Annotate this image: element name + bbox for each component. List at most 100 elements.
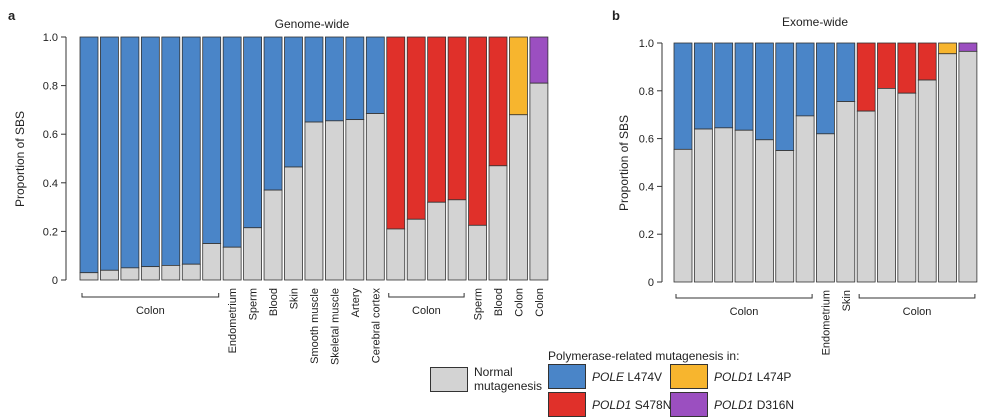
panel-a-bar-22-mutagenesis: [529, 36, 549, 84]
legend-label-normal-line2: mutagenesis: [474, 379, 543, 393]
panel-a-bar-4-normal: [161, 265, 181, 281]
legend-swatch-pole-l474v: [548, 364, 586, 389]
panel-a-title: Genome-wide: [275, 17, 350, 31]
panel-b-bar-7-normal: [816, 133, 835, 283]
panel-b-bar-4-normal: [755, 139, 774, 283]
legend-variant-l474p: L474P: [753, 370, 792, 384]
panel-b-group-label-0: Colon: [730, 306, 759, 318]
legend-gene-pole: POLE: [592, 370, 625, 384]
panel-a-y-tick-label: 0.6: [43, 129, 58, 141]
legend-header: Polymerase-related mutagenesis in:: [548, 349, 740, 363]
panel-a-category-label-21: Colon: [513, 288, 525, 317]
panel-a-bar-17-mutagenesis: [427, 36, 447, 203]
panel-a-bar-20-mutagenesis: [488, 36, 508, 167]
panel-a-bar-5-normal: [181, 263, 201, 281]
panel-a-bar-18-mutagenesis: [447, 36, 467, 201]
panel-b-group-bracket-1: [858, 294, 976, 299]
panel-b-y-tick-label: 0.2: [639, 229, 654, 241]
panel-b-label: b: [612, 8, 620, 23]
panel-b-bar-14-normal: [958, 50, 978, 283]
panel-b-category-label-7: Endometrium: [820, 290, 832, 355]
panel-b-ylabel: Proportion of SBS: [617, 115, 631, 211]
panel-a-bar-8-normal: [243, 227, 263, 281]
panel-b-bar-14-mutagenesis: [958, 42, 978, 52]
panel-b-bar-4-mutagenesis: [755, 42, 774, 141]
legend-gene-pold1-l474p: POLD1: [714, 370, 754, 384]
panel-b-bar-8-normal: [836, 101, 856, 283]
panel-b-y-tick-label: 0.6: [639, 134, 654, 146]
panel-a-bar-2-normal: [120, 267, 140, 281]
panel-b-bar-5-normal: [775, 150, 795, 283]
panel-a-category-label-8: Sperm: [248, 288, 260, 320]
panel-a-label: a: [8, 8, 16, 23]
panel-a-bar-3-mutagenesis: [140, 36, 160, 268]
panel-a-bar-21-normal: [509, 114, 528, 281]
legend-variant-d316n: D316N: [753, 398, 795, 412]
panel-a-bar-19-mutagenesis: [468, 36, 487, 226]
panel-a-bar-13-mutagenesis: [345, 36, 365, 121]
panel-a-group-label-1: Colon: [412, 305, 441, 317]
panel-a-bar-0-mutagenesis: [79, 36, 99, 274]
panel-a-bar-0-normal: [79, 272, 99, 281]
panel-a-bar-12-normal: [324, 120, 344, 281]
panel-a-bar-14-mutagenesis: [365, 36, 385, 114]
panel-a-category-label-12: Skeletal muscle: [329, 288, 341, 365]
legend-gene-pold1-d316n: POLD1: [714, 398, 754, 412]
panel-a-category-label-10: Skin: [289, 288, 301, 309]
panel-b-plot: 0 0.2 0.4 0.6 0.8 1.0 Endometrium Skin Colon Colo…: [639, 38, 978, 355]
panel-a-group-bracket-1: [388, 293, 465, 298]
panel-b-y-tick-label: 1.0: [639, 38, 654, 50]
panel-b-y-tick-label: 0: [648, 277, 654, 289]
panel-a-bar-5-mutagenesis: [181, 36, 201, 265]
panel-b-bar-10-normal: [877, 88, 896, 283]
panel-a-bar-15-mutagenesis: [386, 36, 406, 230]
panel-a-group-bracket-0: [81, 293, 220, 298]
panel-b-group-bracket-0: [675, 294, 813, 299]
panel-a-bar-6-normal: [202, 243, 222, 281]
panel-a-bar-7-mutagenesis: [222, 36, 242, 248]
panel-a-bar-15-normal: [386, 228, 406, 281]
panel-b-bar-1-mutagenesis: [693, 42, 713, 130]
panel-a-bar-9-normal: [263, 189, 283, 281]
panel-a-ylabel: Proportion of SBS: [13, 111, 27, 207]
panel-a-bar-2-mutagenesis: [120, 36, 140, 269]
panel-a-bar-3-normal: [140, 266, 160, 281]
panel-b-bar-6-mutagenesis: [795, 42, 815, 117]
panel-b-bar-7-mutagenesis: [816, 42, 835, 135]
panel-a-category-label-22: Colon: [534, 288, 546, 317]
legend-label-pole-l474v: POLE L474V: [592, 370, 662, 384]
panel-a-bar-8-mutagenesis: [243, 36, 263, 229]
panel-a-bar-19-normal: [468, 224, 487, 281]
panel-a-bar-11-mutagenesis: [304, 36, 324, 123]
panel-b-bar-2-normal: [714, 127, 734, 283]
panel-a-category-label-9: Blood: [268, 288, 280, 316]
panel-a-bar-21-mutagenesis: [509, 36, 528, 116]
panel-b-bar-2-mutagenesis: [714, 42, 734, 129]
legend-label-pold1-l474p: POLD1 L474P: [714, 370, 791, 384]
panel-b-bar-8-mutagenesis: [836, 42, 856, 102]
panel-a-bar-7-normal: [222, 246, 242, 281]
panel-b-bar-12-normal: [917, 79, 937, 283]
panel-a-category-label-13: Artery: [350, 288, 362, 318]
panel-a-bar-9-mutagenesis: [263, 36, 283, 191]
legend-swatch-pold1-s478n: [548, 392, 586, 417]
panel-a-bar-17-normal: [427, 201, 447, 281]
panel-a-bar-20-normal: [488, 165, 508, 281]
panel-a-bar-22-normal: [529, 82, 549, 281]
panel-b-bar-11-mutagenesis: [897, 42, 917, 94]
legend-swatch-normal: [430, 367, 468, 392]
panel-a-y-tick-label: 1.0: [43, 32, 58, 44]
panel-a-bar-10-normal: [284, 166, 303, 281]
panel-b-y-tick-label: 0.8: [639, 86, 654, 98]
panel-a-bar-12-mutagenesis: [324, 36, 344, 122]
panel-a-bar-11-normal: [304, 121, 324, 281]
panel-b-bar-10-mutagenesis: [877, 42, 896, 89]
panel-a-bar-4-mutagenesis: [161, 36, 181, 266]
panel-b-bar-0-normal: [673, 148, 693, 283]
panel-a-category-label-14: Cerebral cortex: [370, 288, 382, 364]
panel-a-bar-1-mutagenesis: [100, 36, 119, 271]
panel-a-category-label-11: Smooth muscle: [309, 288, 321, 364]
panel-b-bar-11-normal: [897, 92, 917, 283]
panel-a-bar-18-normal: [447, 199, 467, 281]
